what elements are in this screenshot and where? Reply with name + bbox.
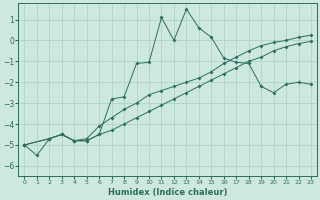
X-axis label: Humidex (Indice chaleur): Humidex (Indice chaleur): [108, 188, 228, 197]
